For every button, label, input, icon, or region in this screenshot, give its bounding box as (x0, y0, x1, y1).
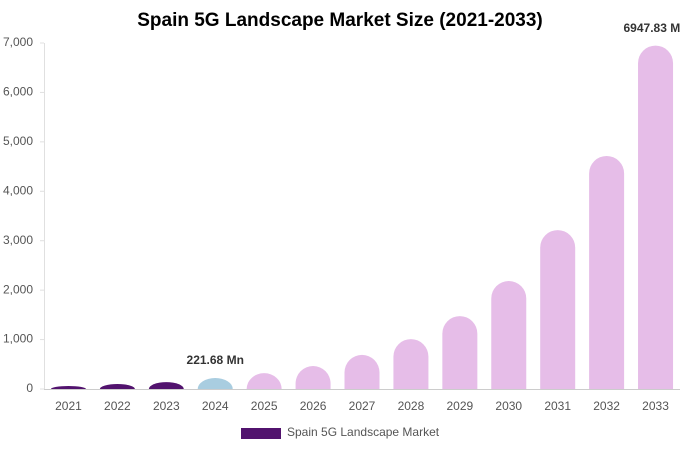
bar (344, 354, 380, 389)
bar (491, 280, 527, 389)
x-tick-label: 2031 (544, 399, 571, 413)
bar (393, 339, 429, 389)
y-tick-label: 3,000 (3, 233, 33, 247)
x-tick-label: 2028 (398, 399, 425, 413)
x-tick-label: 2024 (202, 399, 229, 413)
bar (589, 155, 625, 389)
value-label: 6947.83 Mn (624, 21, 680, 35)
x-tick-label: 2022 (104, 399, 131, 413)
x-tick-label: 2021 (55, 399, 82, 413)
bar (442, 316, 478, 389)
y-tick-label: 7,000 (3, 35, 33, 49)
y-tick-label: 5,000 (3, 134, 33, 148)
y-tick-label: 4,000 (3, 183, 33, 197)
bar (99, 384, 135, 389)
y-tick-label: 0 (26, 381, 33, 395)
x-tick-label: 2025 (251, 399, 278, 413)
x-tick-label: 2030 (495, 399, 522, 413)
legend-swatch (241, 428, 281, 439)
y-tick-label: 1,000 (3, 332, 33, 346)
value-label: 221.68 Mn (187, 353, 244, 367)
bar (295, 366, 331, 389)
bar (50, 386, 86, 389)
x-tick-label: 2033 (642, 399, 669, 413)
bar (148, 382, 184, 389)
x-tick-label: 2027 (349, 399, 376, 413)
bar (540, 230, 576, 389)
x-tick-label: 2032 (593, 399, 620, 413)
x-tick-label: 2026 (300, 399, 327, 413)
bar (246, 373, 282, 389)
bar (638, 45, 674, 390)
legend-label: Spain 5G Landscape Market (287, 425, 440, 439)
chart-title: Spain 5G Landscape Market Size (2021-203… (137, 10, 543, 31)
y-tick-label: 2,000 (3, 282, 33, 296)
x-tick-label: 2029 (446, 399, 473, 413)
bar (197, 378, 233, 389)
x-tick-label: 2023 (153, 399, 180, 413)
y-tick-label: 6,000 (3, 85, 33, 99)
